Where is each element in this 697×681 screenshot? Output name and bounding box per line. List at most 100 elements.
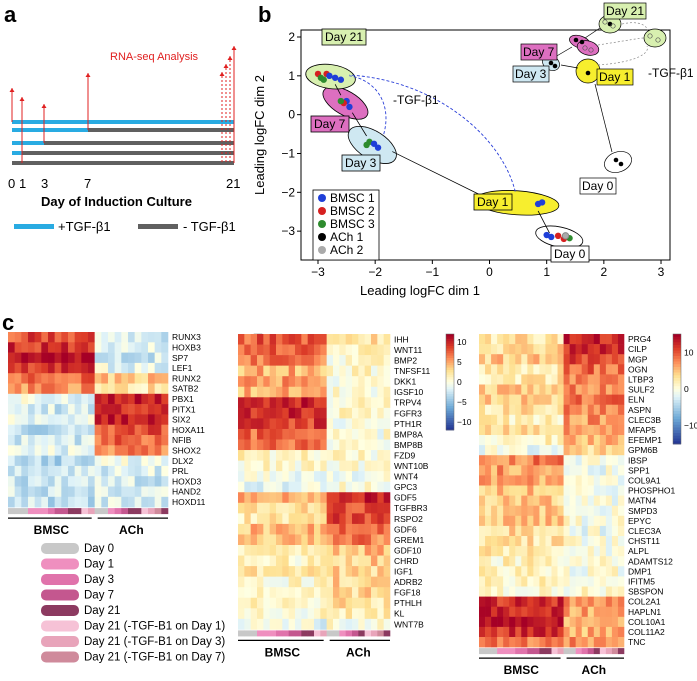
heatmap-cell (557, 344, 564, 355)
colorbar-segment (673, 336, 681, 340)
heatmap-cell (563, 374, 570, 385)
arrow-day3-day7 (351, 112, 367, 137)
heatmap-cell (61, 414, 69, 425)
heatmap-cell (326, 545, 334, 556)
heatmap-cell (250, 344, 258, 356)
heatmap-cell (94, 476, 102, 487)
legend-label: ACh 1 (330, 230, 364, 244)
heatmap-cell (617, 435, 625, 446)
heatmap-cell (383, 523, 391, 535)
heatmap-cell (527, 525, 534, 537)
condition-strip-cell (134, 508, 142, 515)
arrow-day7-day21 (334, 84, 342, 96)
group-label-box (550, 245, 590, 263)
heatmap-cell (479, 556, 486, 567)
heatmap-cell (587, 485, 595, 496)
heatmap-cell (617, 485, 625, 496)
heatmap-cell (148, 486, 155, 498)
heatmap-cell (497, 546, 504, 557)
heatmap-cell (263, 618, 270, 630)
heatmap-cell (244, 587, 251, 599)
inset-hollow-point (655, 37, 661, 43)
heatmap-cell (352, 534, 359, 546)
heatmap-cell (250, 418, 258, 430)
heatmap-cell (288, 386, 296, 398)
legend-tgf-plus: +TGF-β1 (58, 219, 111, 234)
gene-label: TNFSF11 (394, 366, 430, 376)
heatmap-cell (276, 471, 283, 482)
heatmap-cell (605, 404, 613, 416)
heatmap-cell (593, 334, 601, 345)
heatmap-cell (491, 344, 498, 355)
heatmap-cell (617, 364, 625, 375)
heatmap-cell (81, 352, 89, 364)
heatmap-cell (263, 481, 270, 493)
heatmap-cell (314, 534, 321, 546)
heatmap-cell (295, 608, 302, 620)
heatmap-cell (352, 365, 359, 377)
group-label: Day 3 (345, 156, 377, 170)
heatmap-cell (545, 616, 552, 628)
heatmap-cell (605, 536, 613, 547)
heatmap-cell (34, 393, 42, 405)
heatmap-cell (557, 435, 564, 446)
heatmap-cell (141, 332, 149, 343)
condition-swatch (41, 574, 79, 585)
heatmap-cell (593, 455, 601, 466)
heatmap-cell (269, 471, 277, 482)
heatmap-cell (314, 376, 321, 388)
heatmap-cell (557, 455, 564, 466)
heatmap-cell (276, 334, 283, 345)
heatmap-cell (557, 374, 564, 385)
condition-strip-cell (533, 648, 540, 655)
colorbar-segment (446, 427, 454, 431)
heatmap-cell (28, 352, 35, 364)
heatmap-cell (320, 428, 327, 440)
heatmap-cell (339, 334, 346, 345)
heatmap-cell (575, 616, 583, 628)
heatmap-cell (269, 608, 277, 620)
condition-strip-cell (154, 508, 162, 515)
heatmap-cell (282, 471, 289, 482)
heatmap-cell (141, 383, 149, 395)
heatmap-cell (563, 465, 570, 476)
heatmap-cell (48, 455, 55, 467)
heatmap-cell (128, 455, 135, 467)
heatmap-cell (61, 424, 69, 436)
heatmap-cell (352, 608, 359, 620)
heatmap-cell (515, 475, 522, 486)
colorbar-segment (446, 415, 454, 419)
heatmap-cell (605, 354, 613, 365)
heatmap-cell (244, 386, 251, 398)
heatmap-cell (269, 492, 277, 504)
heatmap-cell (276, 566, 283, 577)
heatmap-cell (326, 608, 334, 620)
heatmap-cell (21, 362, 29, 374)
heatmap-cell (121, 404, 129, 415)
heatmap-cell (295, 481, 302, 493)
heatmap-cell (141, 455, 149, 467)
panel-c-letter: c (2, 310, 14, 335)
heatmap-cell (250, 365, 258, 377)
heatmap-cell (74, 393, 82, 405)
heatmap-cell (383, 344, 391, 356)
colorbar-segment (673, 413, 681, 417)
heatmap-cell (497, 334, 504, 345)
heatmap-cell (345, 428, 353, 440)
heatmap-cell (497, 404, 504, 416)
heatmap-cell (269, 418, 277, 430)
heatmap-cell (148, 476, 155, 487)
heatmap-cell (101, 362, 109, 374)
heatmap-cell (569, 384, 576, 395)
inset-label-box (603, 2, 647, 20)
heatmap-cell (491, 586, 498, 597)
heatmap-cell (485, 465, 492, 476)
heatmap-cell (371, 587, 378, 599)
heatmap-cell (339, 481, 346, 493)
heatmap-cell (257, 355, 264, 366)
heatmap-cell (250, 471, 258, 482)
heatmap-cell (34, 476, 42, 487)
group-label: Day 21 (325, 30, 363, 44)
heatmap-cell (593, 445, 601, 456)
heatmap-cell (485, 344, 492, 355)
